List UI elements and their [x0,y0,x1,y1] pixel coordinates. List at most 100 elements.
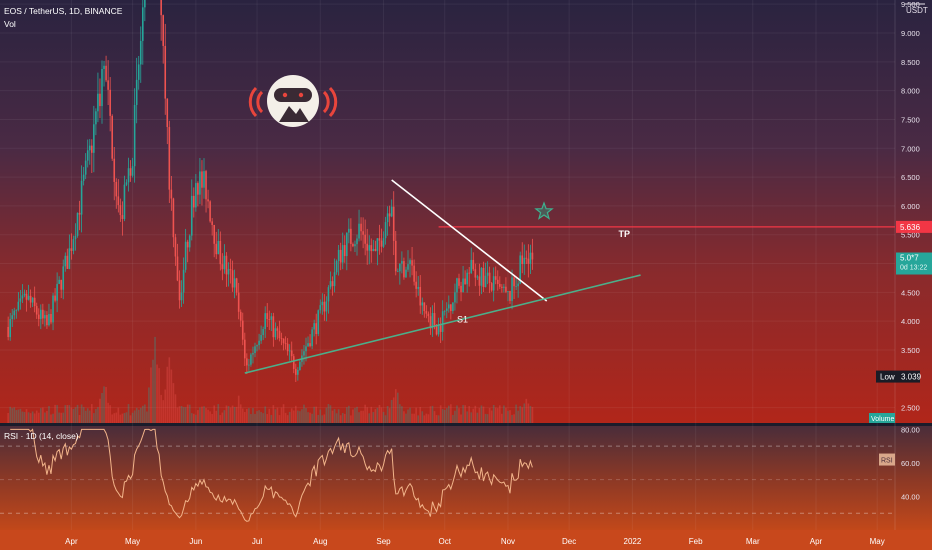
candle-body [254,346,256,354]
volume-bar [413,413,415,423]
volume-bar [462,405,464,423]
volume-bar [392,397,395,423]
time-axis[interactable]: Apr May Jun Jul Aug Sep Oct Nov Dec 2022 Feb Mar Apr… [65,537,885,546]
volume-bar [517,410,519,423]
support-trendline[interactable] [244,274,641,374]
candle-body [492,276,495,291]
volume-bar [476,412,479,423]
candle-body [225,255,228,275]
candle-body [7,326,9,338]
volume-bar [468,406,470,423]
volume-bar [401,406,403,423]
volume-bar [433,411,436,423]
candle-body [209,201,211,222]
volume-bar [437,415,440,423]
candle-body [360,223,362,232]
candle-body [401,261,403,264]
candle-body [205,171,207,200]
descending-trendline[interactable] [391,179,548,302]
candle-body [227,269,230,275]
volume-bar [241,408,244,423]
price-tick-label: 6.500 [901,173,920,182]
volume-bar [215,410,218,423]
volume-bar [68,405,71,423]
volume-bar [29,413,32,423]
candle-body [144,0,146,8]
candle-body [13,310,16,316]
candle-body [480,267,483,286]
candle-body [472,259,475,270]
candle-body [364,234,366,244]
volume-bar [58,412,60,423]
volume-bar [311,413,313,423]
volume-indicator-label[interactable]: Vol [4,19,16,29]
rsi-value-tag: RSI [879,453,895,466]
candle-body [139,40,142,65]
volume-bar [423,415,426,423]
volume-bar [407,409,409,423]
candle-body [107,80,109,90]
candle-body [207,199,209,202]
volume-bar [448,405,450,423]
rsi-tick-label: 80.00 [901,425,920,434]
candle-body [137,64,140,80]
volume-bar [403,411,405,423]
candle-body [325,301,328,312]
candle-body [409,260,411,265]
support-label: S1 [457,314,468,324]
candle-body [282,338,285,344]
volume-bar [439,405,442,423]
candle-body [60,279,62,290]
volume-bar [195,414,197,423]
price-axis[interactable]: 9.500 9.000 8.500 8.000 7.500 7.000 6.500 6.000… [901,0,920,412]
volume-bar [221,412,224,423]
candle-body [303,351,305,356]
volume-bar [525,398,528,423]
candle-body [513,277,515,287]
candle-body [101,69,103,107]
volume-bar [466,411,468,423]
candle-body [23,293,26,296]
symbol-title[interactable]: EOS / TetherUS, 1D, BINANCE [4,6,123,16]
candle-body [133,104,136,167]
volume-bar [93,413,95,423]
candle-body [403,261,405,278]
candle-body [27,295,30,300]
candle-body [64,255,67,267]
volume-bar [292,410,295,423]
volume-bar [435,415,438,423]
candle-body [284,343,287,344]
volume-bar [180,406,183,423]
candle-body [380,240,383,247]
candle-body [246,358,248,366]
rsi-indicator-label[interactable]: RSI · 1D (14, close) [4,431,79,441]
volume-bar [139,407,142,423]
candle-body [394,240,397,272]
star-icon[interactable] [534,201,554,220]
volume-bar [282,404,285,423]
volume-bar [319,409,322,423]
candle-body [193,195,195,208]
volume-bar [482,406,485,423]
price-tick-label: 7.000 [901,144,920,153]
volume-bar [501,413,503,423]
volume-bar [256,411,258,423]
volume-bar [252,408,254,423]
volume-bar [372,412,375,423]
candle-body [366,243,368,251]
rsi-axis[interactable]: 80.00 60.00 40.00 [901,425,920,501]
volume-bar [86,408,89,423]
candle-body [76,212,79,236]
candle-body [348,228,350,233]
candle-body [468,272,470,274]
volume-bar [233,406,236,423]
volume-bar [203,406,205,423]
candle-body [337,249,340,261]
volume-bar [343,413,346,423]
volume-bar [178,406,181,423]
candle-body [97,93,99,112]
volume-bar [346,407,348,423]
candle-body [456,278,458,293]
volume-bar [456,405,458,423]
